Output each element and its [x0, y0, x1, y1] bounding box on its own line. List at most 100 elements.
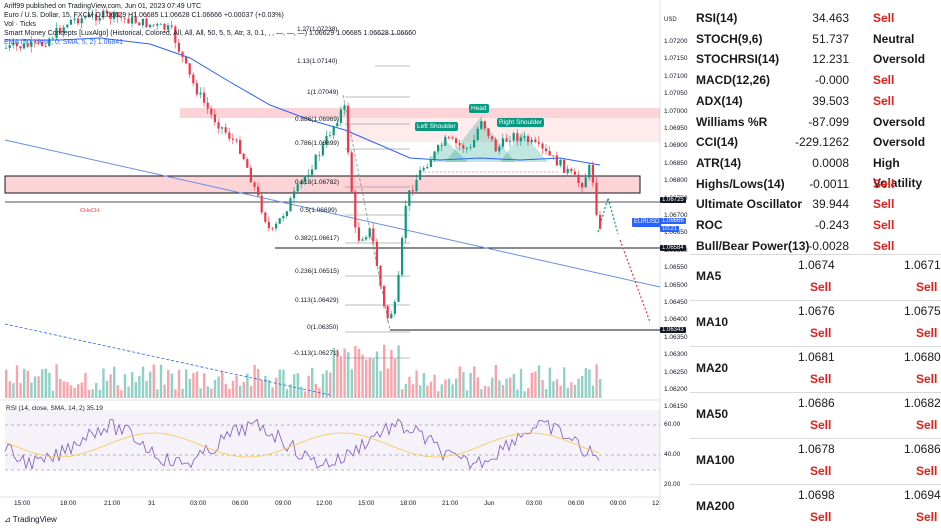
candle-body: [441, 145, 443, 146]
fib-label: 1.27(1.07238): [297, 26, 337, 33]
candle-body: [570, 169, 572, 172]
indicator-value: -0.000: [815, 70, 849, 90]
ma-name: MA10: [696, 315, 728, 329]
volume-bar: [466, 390, 468, 398]
candle-body: [228, 133, 230, 139]
volume-bar: [207, 386, 209, 398]
volume-bar: [325, 370, 327, 398]
candle-body: [217, 122, 219, 128]
indicator-name: Williams %R: [696, 112, 767, 132]
ma-simple-value: 1.0681: [798, 350, 835, 364]
price-level-label: 1.06450: [664, 299, 688, 306]
volume-bar: [315, 384, 317, 398]
candle-body: [451, 138, 453, 139]
candle-body: [595, 183, 597, 215]
indicator-name: ROC: [696, 215, 723, 235]
volume-bar: [203, 373, 205, 398]
left-shoulder-label: Left Shoulder: [415, 122, 458, 131]
candle-body: [379, 266, 381, 286]
volume-bar: [523, 391, 525, 398]
indicator-value: 12.231: [812, 49, 849, 69]
symbol-ohlc-line[interactable]: Euro / U.S. Dollar, 15, FXCM O1.06629 H1…: [4, 11, 416, 20]
volume-bar: [390, 350, 392, 398]
candle-body: [307, 175, 309, 177]
smc-indicator-line[interactable]: Smart Money Concepts [LuxAlgo] (Historic…: [4, 29, 416, 38]
candle-body: [318, 155, 320, 156]
candle-body: [581, 183, 583, 187]
price-level-label: 1.07200: [664, 38, 688, 45]
tv-logo-text: TradingView: [13, 515, 57, 524]
volume-bar: [340, 356, 342, 398]
rsi-level-label: 60.00: [664, 421, 680, 428]
volume-bar: [99, 390, 101, 398]
fib-label: 1(1.07049): [307, 89, 338, 96]
ma-simple-value: 1.0686: [798, 396, 835, 410]
candle-body: [199, 93, 201, 95]
volume-bar: [563, 367, 565, 398]
volume-bar: [228, 389, 230, 398]
volume-bar: [491, 378, 493, 398]
chart-area[interactable]: Ariff99 published on TradingView.com, Ju…: [0, 0, 690, 530]
supply-zone: [180, 108, 660, 118]
volume-bar: [379, 371, 381, 398]
volume-bar: [354, 346, 356, 398]
ma-exp-action: Sell: [916, 510, 937, 524]
candle-body: [523, 136, 525, 137]
volume-bar: [120, 390, 122, 398]
volume-bar: [261, 380, 263, 398]
candle-body: [516, 133, 518, 141]
candle-body: [347, 106, 349, 153]
price-chart-svg[interactable]: [0, 0, 690, 530]
ma-exp-value: 1.0694: [904, 488, 941, 502]
volume-bar: [289, 384, 291, 398]
ma-name: MA100: [696, 453, 735, 467]
volume-bar: [480, 389, 482, 398]
candle-body: [372, 228, 374, 241]
volume-indicator-line[interactable]: Vol · Ticks: [4, 20, 416, 29]
price-level-label: 1.06400: [664, 316, 688, 323]
fib-label: 0.236(1.06515): [295, 268, 339, 275]
candle-body: [462, 145, 464, 149]
volume-bar: [214, 380, 216, 398]
ma-simple-action: Sell: [810, 326, 831, 340]
symbol-tag-name: EURUSD: [634, 219, 659, 225]
ma-simple-value: 1.0676: [798, 304, 835, 318]
volume-bar: [383, 345, 385, 398]
volume-bar: [534, 371, 536, 398]
price-level-label: 1.06850: [664, 160, 688, 167]
price-level-label: 1.06500: [664, 282, 688, 289]
fib-label: 0.113(1.06429): [295, 297, 339, 304]
volume-bar: [102, 368, 104, 398]
indicator-row: Ultimate Oscillator 39.944 Sell: [690, 194, 941, 215]
ma-simple-value: 1.0678: [798, 442, 835, 456]
candle-body: [365, 237, 367, 239]
volume-bar: [131, 372, 133, 398]
candle-body: [527, 136, 529, 142]
candle-body: [415, 180, 417, 191]
candle-body: [207, 103, 209, 109]
ema-indicator-line[interactable]: EMA (50, close, 0, SMA, 5, 2) 1.06841: [4, 38, 416, 47]
candle-body: [592, 165, 594, 183]
volume-bar: [502, 385, 504, 398]
volume-bar: [387, 369, 389, 398]
candle-body: [520, 137, 522, 141]
volume-bar: [127, 387, 129, 398]
rsi-indicator-label[interactable]: RSI (14, close, SMA, 14, 2) 35.19: [6, 405, 103, 412]
candle-body: [491, 136, 493, 139]
indicator-name: Highs/Lows(14): [696, 174, 785, 194]
volume-bar: [135, 382, 137, 398]
volume-bar: [304, 391, 306, 398]
volume-bar: [462, 372, 464, 398]
volume-bar: [225, 384, 227, 398]
indicator-value: -229.1262: [795, 132, 849, 152]
volume-bar: [48, 373, 50, 398]
volume-bar: [239, 386, 241, 398]
candle-body: [599, 215, 601, 229]
candle-body: [405, 206, 407, 238]
volume-bar: [9, 381, 11, 398]
candle-body: [214, 114, 216, 122]
candle-body: [289, 198, 291, 211]
volume-bar: [347, 352, 349, 398]
volume-bar: [477, 377, 479, 398]
ma-exp-value: 1.0675: [904, 304, 941, 318]
